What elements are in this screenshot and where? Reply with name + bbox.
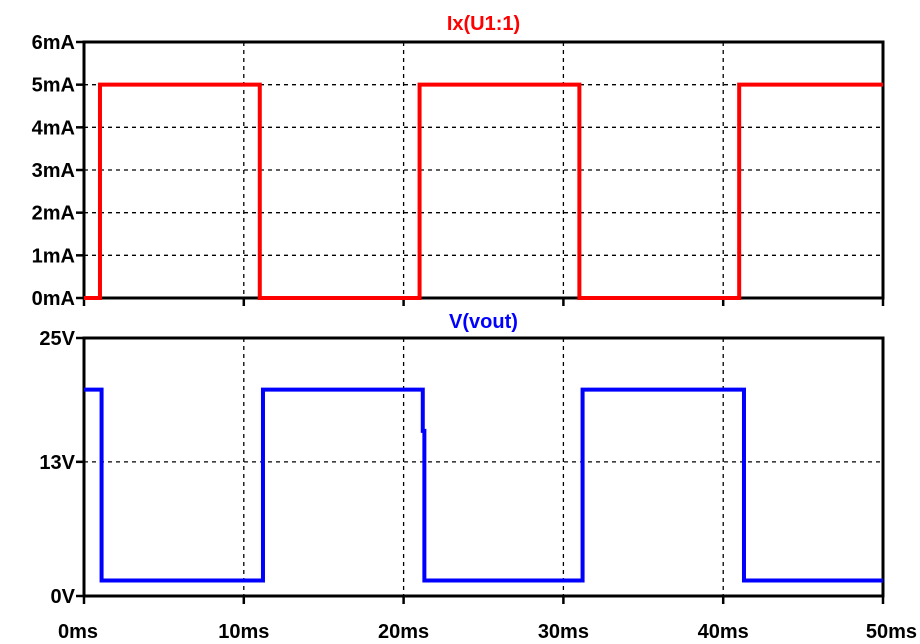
y-tick-label: 0V [51, 586, 76, 608]
x-tick-label: 30ms [538, 621, 589, 643]
x-tick-label: 50ms [866, 621, 917, 643]
y-tick-label: 6mA [32, 32, 75, 54]
y-tick-label: 1mA [32, 245, 75, 267]
x-tick-label: 40ms [698, 621, 749, 643]
y-tick-label: 4mA [32, 117, 75, 139]
y-tick-label: 25V [39, 328, 75, 350]
series-line-Ix(U1:1) [84, 82, 883, 300]
chart-title: V(vout) [449, 311, 518, 333]
plot-frame [82, 336, 885, 598]
x-tick-label: 10ms [218, 621, 269, 643]
x-tick-label: 0ms [58, 621, 98, 643]
plot-frame [82, 40, 885, 300]
y-tick-label: 0mA [32, 288, 75, 310]
chart-title: Ix(U1:1) [447, 13, 520, 35]
x-tick-label: 20ms [378, 621, 429, 643]
series-line-V(vout) [84, 387, 883, 583]
pane-0: Ix(U1:1) 0mA 1mA 2mA 3mA 4mA 5mA 6mA [32, 13, 885, 310]
pane-1: V(vout) 0V 13V 25V 0ms 10ms 20ms 30ms 40ms 50ms [39, 311, 917, 643]
y-tick-label: 3mA [32, 160, 75, 182]
y-tick-label: 2mA [32, 203, 75, 225]
y-tick-label: 13V [39, 452, 75, 474]
y-tick-label: 5mA [32, 75, 75, 97]
